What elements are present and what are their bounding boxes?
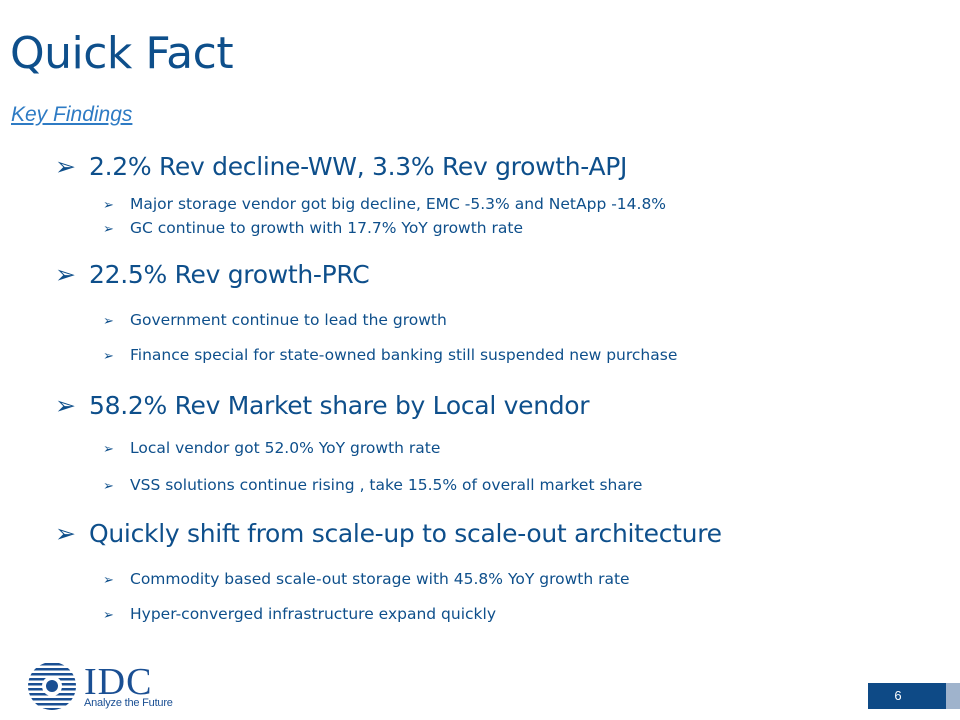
arrow-bullet-icon: ➢ — [103, 222, 114, 237]
bullet-text: Quickly shift from scale-up to scale-out… — [89, 519, 722, 548]
arrow-bullet-icon: ➢ — [103, 314, 114, 329]
bullet-item: ➢ 58.2% Rev Market share by Local vendor — [55, 391, 590, 420]
bullet-text: 2.2% Rev decline-WW, 3.3% Rev growth-APJ — [89, 152, 628, 181]
sub-bullet-text: Hyper-converged infrastructure expand qu… — [130, 605, 496, 623]
arrow-bullet-icon: ➢ — [55, 152, 76, 181]
arrow-bullet-icon: ➢ — [55, 260, 76, 289]
bullet-item: ➢ Quickly shift from scale-up to scale-ou… — [55, 519, 722, 548]
sub-bullet-text: Finance special for state-owned banking … — [130, 346, 678, 364]
arrow-bullet-icon: ➢ — [103, 573, 114, 588]
sub-bullet-item: ➢ Major storage vendor got big decline, E… — [103, 195, 666, 213]
arrow-bullet-icon: ➢ — [103, 479, 114, 494]
sub-bullet-item: ➢ Local vendor got 52.0% YoY growth rate — [103, 439, 440, 457]
idc-logo-tagline: Analyze the Future — [84, 697, 173, 709]
arrow-bullet-icon: ➢ — [55, 391, 76, 420]
arrow-bullet-icon: ➢ — [103, 349, 114, 364]
sub-bullet-item: ➢ GC continue to growth with 17.7% YoY gr… — [103, 219, 523, 237]
sub-bullet-item: ➢ VSS solutions continue rising , take 15… — [103, 476, 642, 494]
bullet-text: 22.5% Rev growth-PRC — [89, 260, 370, 289]
sub-bullet-text: GC continue to growth with 17.7% YoY gro… — [130, 219, 524, 237]
bullet-text: 58.2% Rev Market share by Local vendor — [89, 391, 590, 420]
sub-bullet-text: Commodity based scale-out storage with 4… — [130, 570, 630, 588]
slide-title: Quick Fact — [10, 28, 234, 79]
sub-bullet-text: Local vendor got 52.0% YoY growth rate — [130, 439, 441, 457]
sub-bullet-text: Government continue to lead the growth — [130, 311, 447, 329]
sub-bullet-item: ➢ Finance special for state-owned banking… — [103, 346, 677, 364]
sub-bullet-text: VSS solutions continue rising , take 15.… — [130, 476, 643, 494]
idc-globe-logo-icon — [28, 663, 76, 710]
sub-bullet-item: ➢ Hyper-converged infrastructure expand q… — [103, 605, 496, 623]
page-number-box — [868, 683, 946, 709]
page-number: 6 — [894, 688, 902, 703]
arrow-bullet-icon: ➢ — [55, 519, 76, 548]
arrow-bullet-icon: ➢ — [103, 442, 114, 457]
arrow-bullet-icon: ➢ — [103, 608, 114, 623]
sub-bullet-item: ➢ Commodity based scale-out storage with … — [103, 570, 630, 588]
bullet-item: ➢ 22.5% Rev growth-PRC — [55, 260, 370, 289]
sub-bullet-text: Major storage vendor got big decline, EM… — [130, 195, 667, 213]
idc-logo-wordmark: IDC — [84, 661, 153, 703]
bullet-item: ➢ 2.2% Rev decline-WW, 3.3% Rev growth-AP… — [55, 152, 627, 181]
page-number-box-edge — [946, 683, 960, 709]
slide-subtitle-link[interactable]: Key Findings — [11, 103, 133, 126]
arrow-bullet-icon: ➢ — [103, 198, 114, 213]
sub-bullet-item: ➢ Government continue to lead the growth — [103, 311, 447, 329]
